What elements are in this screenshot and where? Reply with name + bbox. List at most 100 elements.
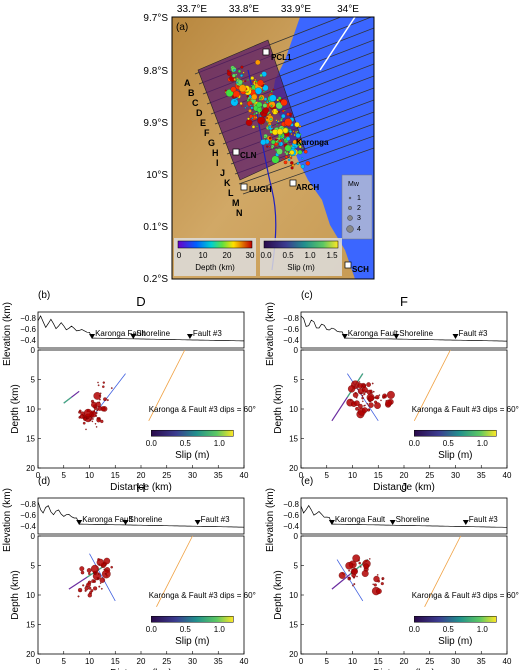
earthquake-dot xyxy=(244,80,247,83)
hypocenter xyxy=(356,575,358,578)
lat-tick-4: 10°S xyxy=(146,170,168,181)
hypocenter xyxy=(93,579,97,583)
map-panel: (a) 33.7°E 33.8°E 33.9°E 34°E 9.7°S 9.8°… xyxy=(143,4,375,285)
earthquake-dot xyxy=(247,96,251,100)
profile-letter-b: B xyxy=(188,88,195,98)
profile-letter-f: F xyxy=(204,128,210,138)
distance-axis-label: Distance (km) xyxy=(110,668,172,670)
distance-tick: 30 xyxy=(451,471,460,480)
earthquake-dot xyxy=(297,144,299,147)
earthquake-dot xyxy=(259,73,263,77)
distance-tick: 15 xyxy=(111,657,120,666)
slip-colorbar-tick: 0.5 xyxy=(443,439,455,448)
hypocenter xyxy=(374,402,381,409)
earthquake-dot xyxy=(289,128,292,131)
hypocenter xyxy=(376,588,382,595)
earthquake-dot xyxy=(278,139,282,143)
earthquake-dot xyxy=(248,109,252,113)
station-marker xyxy=(289,179,297,187)
mw-4: 4 xyxy=(357,226,361,233)
distance-tick: 5 xyxy=(325,657,330,666)
earthquake-dot xyxy=(233,69,236,72)
hypocenter xyxy=(84,586,89,591)
earthquake-dot xyxy=(255,116,258,119)
hypocenter xyxy=(98,401,101,404)
depth-tick: 5 xyxy=(294,562,299,571)
earthquake-dot xyxy=(289,130,293,134)
karonga-fault-marker xyxy=(341,334,348,339)
profile-letter-i: I xyxy=(216,158,219,168)
profile-panel-f: (c) F −0.8 −0.6 −0.4 Karonga Fault Shoreline Fa… xyxy=(265,290,519,493)
depth-colorbar: 0 10 20 30 Depth (km) xyxy=(174,238,256,276)
earthquake-dot xyxy=(263,136,267,139)
hypocenter xyxy=(380,582,384,586)
hypocenter xyxy=(352,584,354,587)
earthquake-dot xyxy=(279,143,281,146)
hypocenter xyxy=(366,382,371,387)
hypocenter xyxy=(103,568,106,571)
earthquake-dot xyxy=(278,96,282,100)
earthquake-dot xyxy=(250,88,253,91)
earthquake-dot xyxy=(266,145,269,148)
slip-colorbar-tick: 1.0 xyxy=(477,625,489,634)
hypocenter xyxy=(97,573,100,575)
earthquake-dot xyxy=(298,145,302,149)
hypocenter xyxy=(79,566,85,572)
slip-colorbar-tick: 0.0 xyxy=(146,625,158,634)
hypocenter xyxy=(82,584,85,587)
topography-line xyxy=(300,315,507,342)
hypocenter xyxy=(357,388,359,390)
earthquake-dot xyxy=(240,74,243,77)
depth-tick: 10 xyxy=(289,405,298,414)
hypocenter xyxy=(361,396,364,400)
hypocenter xyxy=(99,392,102,395)
elevation-tick: −0.4 xyxy=(20,522,36,531)
earthquake-dot xyxy=(297,149,303,155)
hypocenter xyxy=(364,404,366,407)
hypocenter xyxy=(90,399,95,403)
earthquake-dot xyxy=(284,118,293,127)
depth-tick: 20 xyxy=(289,464,298,473)
earthquake-dot xyxy=(242,71,245,74)
hypocenter xyxy=(348,569,350,572)
slip-colorbar xyxy=(414,429,497,437)
earthquake-dot xyxy=(270,133,273,136)
hypocenter xyxy=(345,561,354,570)
earthquake-dot xyxy=(290,161,294,165)
earthquake-dot xyxy=(270,104,273,107)
hypocenter xyxy=(102,381,105,384)
mw-2: 2 xyxy=(357,205,361,212)
elevation-tick: −0.8 xyxy=(20,314,36,323)
earthquake-dot xyxy=(266,101,269,104)
profile-letter-a: A xyxy=(184,78,191,88)
fault3-dip-line xyxy=(148,349,186,421)
earthquake-dot xyxy=(254,78,257,81)
earthquake-dot xyxy=(284,144,292,152)
slip-colorbar-tick: 1.0 xyxy=(214,625,226,634)
slip-colorbar xyxy=(151,429,234,437)
earthquake-dot xyxy=(262,103,268,108)
fault3-marker xyxy=(186,334,193,339)
depth-frame xyxy=(300,535,508,655)
earthquake-dot xyxy=(287,158,291,162)
shoreline-marker xyxy=(122,520,129,525)
earthquake-dot xyxy=(230,98,239,107)
earthquake-dot xyxy=(245,119,253,126)
earthquake-dot xyxy=(246,105,248,107)
hypocenter xyxy=(100,419,104,424)
earthquake-dot xyxy=(301,157,304,160)
hypocenter xyxy=(370,391,373,394)
hypocenter xyxy=(83,408,93,418)
earthquake-dot xyxy=(271,155,280,164)
profile-title: F xyxy=(400,294,408,309)
depth-tick: 15 xyxy=(289,435,298,444)
distance-tick: 30 xyxy=(188,471,197,480)
earthquake-dot xyxy=(271,146,274,149)
earthquake-dot xyxy=(275,110,279,113)
earthquake-dot xyxy=(281,134,284,137)
hypocenter xyxy=(361,570,369,577)
hypocenter xyxy=(85,428,87,431)
fault3-dip-line xyxy=(413,349,451,421)
profile-letter-j: J xyxy=(220,168,225,178)
